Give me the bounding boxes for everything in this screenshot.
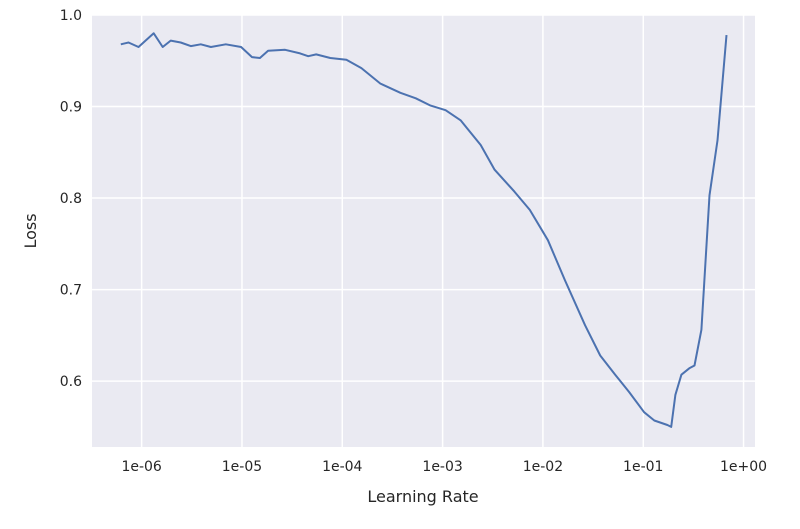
plot-background	[92, 15, 755, 447]
x-tick-label: 1e-02	[523, 459, 563, 475]
series-line-loss	[120, 32, 728, 428]
y-tick-label: 0.8	[60, 191, 82, 207]
tick-labels: 1e-06 1e-05 1e-04 1e-03 1e-02 1e-01 1e+00 0.6 0.…	[60, 8, 767, 475]
y-tick-label: 0.6	[60, 374, 82, 390]
x-tick-label: 1e-06	[121, 459, 161, 475]
x-tick-label: 1e-03	[422, 459, 462, 475]
x-tick-label: 1e-01	[623, 459, 663, 475]
x-axis-label: Learning Rate	[367, 487, 478, 506]
x-tick-label: 1e-05	[222, 459, 262, 475]
y-tick-label: 0.7	[60, 283, 82, 299]
y-tick-label: 0.9	[60, 100, 82, 116]
y-tick-label: 1.0	[60, 8, 82, 24]
x-tick-label: 1e-04	[322, 459, 362, 475]
y-axis-label: Loss	[21, 213, 40, 248]
x-tick-label: 1e+00	[720, 459, 767, 475]
